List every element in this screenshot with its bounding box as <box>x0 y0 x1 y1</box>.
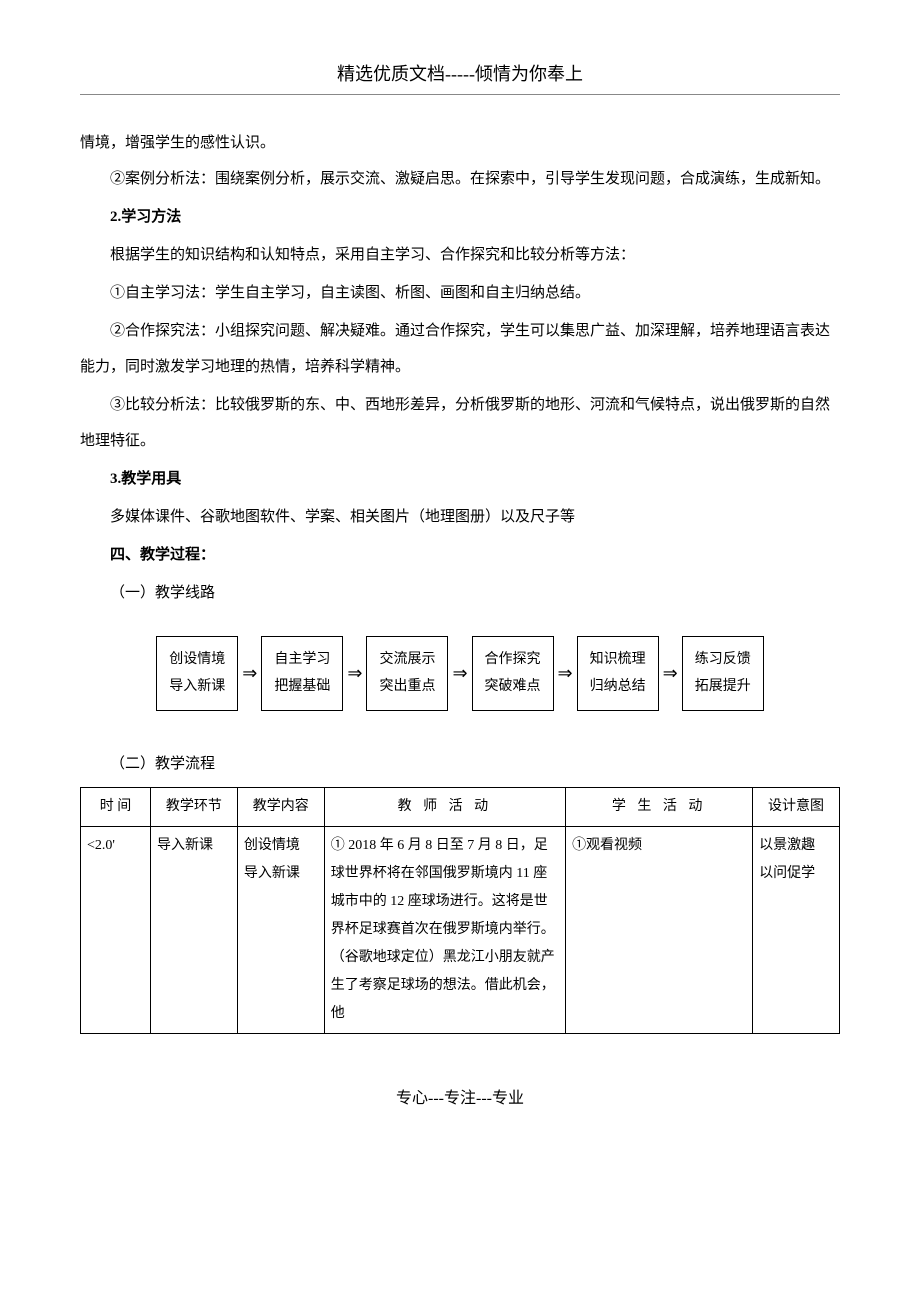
cell-design-line: 以问促学 <box>759 860 833 888</box>
th-teacher: 教 师 活 动 <box>324 788 565 827</box>
header-underline <box>80 94 840 95</box>
paragraph-flow-title: （二）教学流程 <box>80 746 840 782</box>
cell-time: <2.0' <box>81 827 151 1034</box>
th-phase: 教学环节 <box>150 788 237 827</box>
cell-teacher: ① 2018 年 6 月 8 日至 7 月 8 日，足球世界杯将在邻国俄罗斯境内… <box>324 827 565 1034</box>
th-design: 设计意图 <box>753 788 840 827</box>
paragraph-case-method: ②案例分析法：围绕案例分析，展示交流、激疑启思。在探索中，引导学生发现问题，合成… <box>80 161 840 197</box>
paragraph-self-study: ①自主学习法：学生自主学习，自主读图、析图、画图和自主归纳总结。 <box>80 275 840 311</box>
flow-box-line: 知识梳理 <box>586 647 650 674</box>
arrow-icon: ⇒ <box>242 652 257 695</box>
flow-box-6: 练习反馈 拓展提升 <box>682 636 764 711</box>
flow-box-line: 导入新课 <box>165 674 229 701</box>
document-content: 情境，增强学生的感性认识。 ②案例分析法：围绕案例分析，展示交流、激疑启思。在探… <box>80 125 840 1034</box>
arrow-icon: ⇒ <box>558 652 573 695</box>
arrow-icon: ⇒ <box>663 652 678 695</box>
flow-box-2: 自主学习 把握基础 <box>261 636 343 711</box>
flow-box-line: 自主学习 <box>270 647 334 674</box>
arrow-icon: ⇒ <box>347 652 362 695</box>
header-title: 精选优质文档-----倾情为你奉上 <box>337 64 583 84</box>
th-time: 时 间 <box>81 788 151 827</box>
flow-box-5: 知识梳理 归纳总结 <box>577 636 659 711</box>
flow-box-line: 练习反馈 <box>691 647 755 674</box>
flow-box-1: 创设情境 导入新课 <box>156 636 238 711</box>
flow-box-line: 把握基础 <box>270 674 334 701</box>
flow-box-line: 创设情境 <box>165 647 229 674</box>
flow-box-line: 归纳总结 <box>586 674 650 701</box>
heading-teaching-process: 四、教学过程： <box>80 537 840 573</box>
page-header: 精选优质文档-----倾情为你奉上 <box>80 60 840 86</box>
table-row: <2.0' 导入新课 创设情境 导入新课 ① 2018 年 6 月 8 日至 7… <box>81 827 840 1034</box>
heading-study-method: 2.学习方法 <box>80 199 840 235</box>
flow-box-line: 突破难点 <box>481 674 545 701</box>
cell-student: ①观看视频 <box>566 827 753 1034</box>
paragraph-continuation: 情境，增强学生的感性认识。 <box>80 125 840 161</box>
teaching-flowchart: 创设情境 导入新课 ⇒ 自主学习 把握基础 ⇒ 交流展示 突出重点 ⇒ 合作探究… <box>80 636 840 711</box>
cell-design: 以景激趣 以问促学 <box>753 827 840 1034</box>
flow-box-line: 拓展提升 <box>691 674 755 701</box>
paragraph-comparative: ③比较分析法：比较俄罗斯的东、中、西地形差异，分析俄罗斯的地形、河流和气候特点，… <box>80 387 840 459</box>
paragraph-cooperative: ②合作探究法：小组探究问题、解决疑难。通过合作探究，学生可以集思广益、加深理解，… <box>80 313 840 385</box>
flow-box-3: 交流展示 突出重点 <box>366 636 448 711</box>
th-student: 学 生 活 动 <box>566 788 753 827</box>
flow-box-line: 突出重点 <box>375 674 439 701</box>
heading-teaching-tools: 3.教学用具 <box>80 461 840 497</box>
flow-box-line: 交流展示 <box>375 647 439 674</box>
arrow-icon: ⇒ <box>452 652 467 695</box>
paragraph-route-title: （一）教学线路 <box>80 575 840 611</box>
paragraph-tools: 多媒体课件、谷歌地图软件、学案、相关图片（地理图册）以及尺子等 <box>80 499 840 535</box>
cell-content: 创设情境 导入新课 <box>237 827 324 1034</box>
footer-text: 专心---专注---专业 <box>396 1090 524 1107</box>
table-header-row: 时 间 教学环节 教学内容 教 师 活 动 学 生 活 动 设计意图 <box>81 788 840 827</box>
teaching-flow-table: 时 间 教学环节 教学内容 教 师 活 动 学 生 活 动 设计意图 <2.0'… <box>80 787 840 1034</box>
flow-box-line: 合作探究 <box>481 647 545 674</box>
th-content: 教学内容 <box>237 788 324 827</box>
paragraph-methods-intro: 根据学生的知识结构和认知特点，采用自主学习、合作探究和比较分析等方法： <box>80 237 840 273</box>
flow-box-4: 合作探究 突破难点 <box>472 636 554 711</box>
cell-phase: 导入新课 <box>150 827 237 1034</box>
page-footer: 专心---专注---专业 <box>80 1084 840 1108</box>
cell-content-line: 创设情境 <box>244 832 318 860</box>
cell-content-line: 导入新课 <box>244 860 318 888</box>
cell-design-line: 以景激趣 <box>759 832 833 860</box>
